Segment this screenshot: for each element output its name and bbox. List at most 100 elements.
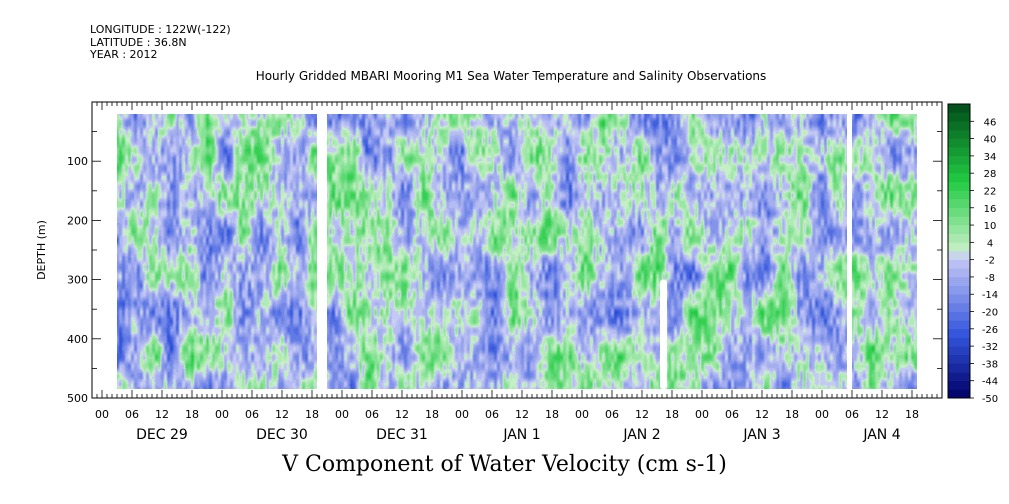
colorbar-bin — [948, 233, 970, 243]
y-tick-label: 300 — [67, 274, 88, 287]
chart-title: Hourly Gridded MBARI Mooring M1 Sea Wate… — [255, 69, 767, 83]
x-day-label: DEC 31 — [376, 427, 428, 443]
colorbar-label: 46 — [984, 117, 997, 128]
x-hour-tick-label: 00 — [575, 408, 589, 421]
x-hour-tick-label: 18 — [545, 408, 559, 421]
longitude-label: LONGITUDE : 122W(-122) — [90, 23, 231, 36]
colorbar: 46 40 34 28 22 16 10 4 -2 -8 -14 -20 -26 -32 -38 -44 -50 — [947, 103, 998, 405]
colorbar-label: -44 — [982, 377, 998, 388]
x-hour-tick-label: 00 — [95, 408, 109, 421]
colorbar-bin — [948, 354, 970, 364]
colorbar-bin — [948, 276, 970, 286]
x-hour-tick-label: 12 — [395, 408, 409, 421]
colorbar-label: 34 — [984, 152, 997, 163]
colorbar-bin — [948, 138, 970, 148]
colorbar-bin — [948, 199, 970, 209]
y-tick-label: 200 — [67, 214, 88, 227]
colorbar-bin — [948, 242, 970, 252]
y-tick-label: 500 — [67, 392, 88, 405]
colorbar-bin — [948, 121, 970, 131]
colorbar-label: 28 — [984, 169, 997, 180]
colorbar-bin — [948, 104, 970, 113]
missing-data-streak — [660, 279, 667, 390]
colorbar-label: -32 — [982, 342, 998, 353]
colorbar-bin — [948, 389, 970, 399]
colorbar-label: 16 — [984, 204, 997, 215]
x-day-label: JAN 4 — [862, 427, 900, 443]
colorbar-bin — [948, 181, 970, 191]
x-hour-tick-label: 00 — [335, 408, 349, 421]
colorbar-bin — [948, 147, 970, 157]
chart-axes: 00 06 12 18 00 06 12 18 00 06 12 18 00 06 12 18 00 06 12 18… — [35, 101, 943, 443]
y-tick-label: 100 — [67, 155, 88, 168]
year-label: YEAR : 2012 — [90, 48, 158, 61]
colorbar-label: -50 — [982, 394, 998, 405]
x-hour-tick-label: 00 — [455, 408, 469, 421]
colorbar-label: -26 — [982, 325, 998, 336]
colorbar-label: 22 — [984, 186, 997, 197]
colorbar-label: 4 — [987, 238, 993, 249]
colorbar-bin — [948, 294, 970, 304]
colorbar-bin — [948, 129, 970, 139]
latitude-label: LATITUDE : 36.8N — [90, 35, 187, 49]
heatmap-data — [117, 113, 917, 390]
x-hour-tick-label: 18 — [425, 408, 439, 421]
x-hour-tick-label: 06 — [125, 408, 139, 421]
colorbar-bin — [948, 216, 970, 226]
x-hour-tick-label: 12 — [275, 408, 289, 421]
x-hour-tick-label: 06 — [245, 408, 259, 421]
colorbar-frame — [947, 103, 971, 399]
colorbar-bin — [948, 302, 970, 312]
x-hour-tick-label: 06 — [845, 408, 859, 421]
colorbar-label: -2 — [985, 256, 995, 267]
y-axis-label: DEPTH (m) — [35, 220, 48, 280]
colorbar-bin — [948, 328, 970, 338]
x-hour-tick-label: 00 — [215, 408, 229, 421]
heatmap-image — [117, 114, 917, 389]
x-day-label: DEC 30 — [256, 427, 308, 443]
chart-caption: V Component of Water Velocity (cm s-1) — [282, 452, 727, 477]
colorbar-bin — [948, 155, 970, 165]
x-hour-tick-label: 12 — [635, 408, 649, 421]
colorbar-bin — [948, 173, 970, 183]
colorbar-label: 40 — [984, 135, 997, 146]
x-hour-tick-label: 12 — [875, 408, 889, 421]
x-hour-tick-label: 00 — [815, 408, 829, 421]
y-tick-label: 400 — [67, 333, 88, 346]
x-hour-tick-label: 06 — [365, 408, 379, 421]
x-day-label: JAN 1 — [502, 427, 540, 443]
x-day-label: JAN 2 — [622, 427, 660, 443]
colorbar-label: -20 — [982, 308, 998, 319]
x-day-label: JAN 3 — [742, 427, 780, 443]
colorbar-bin — [948, 225, 970, 235]
colorbar-bin — [948, 259, 970, 269]
x-hour-tick-label: 00 — [695, 408, 709, 421]
colorbar-bin — [948, 112, 970, 122]
colorbar-bin — [948, 311, 970, 321]
x-hour-tick-label: 12 — [155, 408, 169, 421]
colorbar-bin — [948, 363, 970, 373]
x-hour-tick-label: 18 — [305, 408, 319, 421]
colorbar-label: -8 — [985, 273, 995, 284]
colorbar-bin — [948, 380, 970, 390]
colorbar-bin — [948, 320, 970, 330]
x-hour-tick-label: 18 — [665, 408, 679, 421]
metadata-block: LONGITUDE : 122W(-122) LATITUDE : 36.8N … — [90, 23, 231, 62]
x-hour-tick-label: 18 — [785, 408, 799, 421]
colorbar-bin — [948, 207, 970, 217]
colorbar-label: -38 — [982, 359, 998, 370]
x-hour-tick-label: 06 — [485, 408, 499, 421]
colorbar-bin — [948, 337, 970, 347]
x-hour-tick-label: 18 — [905, 408, 919, 421]
data-gap-1 — [847, 113, 852, 390]
x-hour-tick-label: 06 — [605, 408, 619, 421]
colorbar-bin — [948, 164, 970, 174]
x-hour-tick-label: 12 — [515, 408, 529, 421]
x-hour-tick-label: 18 — [185, 408, 199, 421]
colorbar-bin — [948, 346, 970, 356]
colorbar-label: 10 — [984, 221, 997, 232]
colorbar-bin — [948, 285, 970, 295]
colorbar-bin — [948, 190, 970, 200]
colorbar-bin — [948, 251, 970, 260]
